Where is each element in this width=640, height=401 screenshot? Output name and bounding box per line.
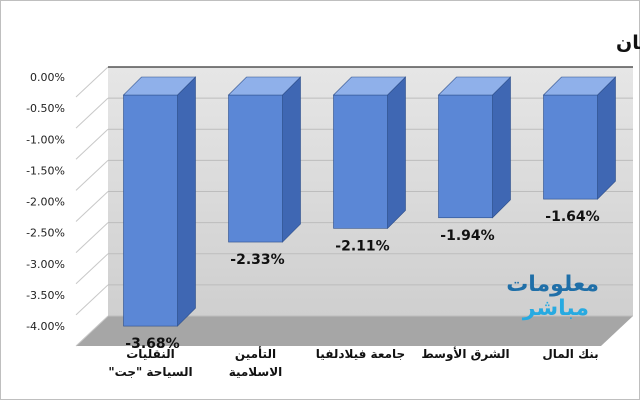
bar-top bbox=[332, 76, 407, 96]
bar bbox=[122, 76, 197, 327]
bar-top bbox=[437, 76, 512, 96]
gridline-depth bbox=[75, 315, 109, 347]
gridline-depth bbox=[75, 253, 109, 285]
data-label: -2.11% bbox=[335, 238, 389, 254]
data-label: -1.94% bbox=[440, 228, 494, 244]
category-label: الشرق الأوسط bbox=[421, 346, 509, 362]
chart-title: أكثر 5 أسهم متراجعة ببورصة عمّان bbox=[616, 30, 640, 54]
gridline-depth bbox=[75, 222, 109, 253]
gridline-depth bbox=[75, 66, 109, 98]
bar bbox=[437, 76, 512, 219]
bar-front bbox=[333, 94, 388, 229]
bar-side bbox=[177, 76, 196, 327]
y-tick-label: -0.50% bbox=[26, 102, 65, 115]
category-labels: النقليات السياحة "جت" التأمين الاسلامية جامع… bbox=[108, 346, 598, 379]
bar-front bbox=[438, 94, 493, 219]
y-tick-label: -1.00% bbox=[26, 133, 65, 146]
category-label: النقليات bbox=[126, 347, 175, 361]
data-label: -2.33% bbox=[230, 252, 284, 268]
gridline-depth bbox=[75, 97, 109, 129]
y-tick-label: 0.00% bbox=[30, 71, 65, 84]
data-label: -1.64% bbox=[545, 209, 599, 225]
gridline-depth bbox=[75, 128, 109, 160]
bar bbox=[227, 76, 302, 243]
y-tick-label: -3.50% bbox=[26, 289, 65, 302]
y-tick-label: -1.50% bbox=[26, 164, 65, 177]
logo-line1: معلومات bbox=[506, 272, 599, 297]
chart-floor bbox=[76, 316, 633, 346]
bar-front bbox=[123, 94, 178, 327]
bar-top bbox=[227, 76, 302, 96]
bar-top bbox=[542, 76, 617, 96]
bar-top bbox=[122, 76, 197, 96]
y-tick-label: -4.00% bbox=[26, 320, 65, 333]
bar bbox=[332, 76, 407, 230]
bar-front bbox=[228, 94, 283, 243]
gridline-depth bbox=[75, 160, 109, 191]
y-tick-label: -3.00% bbox=[26, 258, 65, 271]
category-label: جامعة فيلادلفيا bbox=[316, 347, 405, 361]
bars bbox=[122, 76, 617, 327]
y-tick-label: -2.00% bbox=[26, 196, 65, 209]
y-axis-tick-labels: 0.00% -0.50% -1.00% -1.50% -2.00% -2.50% -3.00… bbox=[26, 71, 65, 333]
category-label: التأمين bbox=[235, 346, 276, 361]
gridline-depth bbox=[75, 284, 109, 316]
data-label: -3.68% bbox=[125, 336, 179, 352]
logo-line2: مباشر bbox=[522, 296, 589, 321]
bar-side bbox=[387, 76, 406, 230]
gridline-depth bbox=[75, 191, 109, 222]
logo: معلومات مباشر bbox=[506, 272, 599, 321]
category-label: بنك المال bbox=[542, 347, 598, 361]
category-label: السياحة "جت" bbox=[108, 365, 192, 379]
bar-side bbox=[597, 76, 616, 200]
bar bbox=[542, 76, 617, 200]
bar-side bbox=[492, 76, 511, 219]
bar-front bbox=[543, 94, 598, 200]
y-tick-label: -2.50% bbox=[26, 227, 65, 240]
bar-side bbox=[282, 76, 301, 243]
category-label: الاسلامية bbox=[229, 365, 283, 379]
data-labels: -3.68% -2.33% -2.11% -1.94% -1.64% bbox=[125, 209, 599, 352]
